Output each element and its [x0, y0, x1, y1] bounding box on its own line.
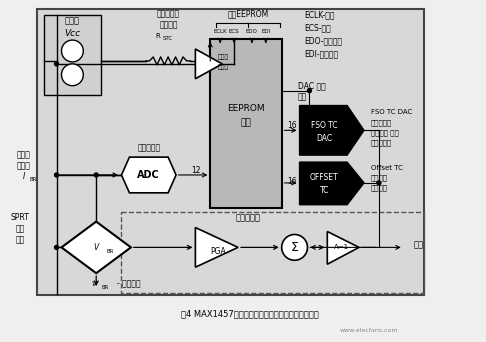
Circle shape — [282, 235, 308, 260]
Text: R: R — [156, 33, 160, 39]
Text: FSO TC DAC: FSO TC DAC — [371, 109, 412, 116]
Text: 控制电阻: 控制电阻 — [159, 21, 178, 30]
Circle shape — [54, 62, 58, 66]
Polygon shape — [62, 222, 131, 273]
Text: Vcc: Vcc — [64, 29, 81, 38]
Circle shape — [62, 64, 83, 86]
Text: 关电压: 关电压 — [218, 64, 229, 70]
Text: 电流源: 电流源 — [65, 17, 80, 26]
Polygon shape — [195, 227, 238, 267]
Circle shape — [308, 89, 312, 93]
Circle shape — [62, 40, 83, 62]
Text: ECS: ECS — [229, 29, 240, 34]
Text: SPRT: SPRT — [10, 213, 29, 222]
Text: ADC: ADC — [138, 170, 160, 180]
Text: EEPROM: EEPROM — [227, 104, 265, 113]
Text: EDI: EDI — [261, 29, 270, 34]
Polygon shape — [327, 232, 359, 264]
Text: 电压: 电压 — [297, 92, 307, 101]
Circle shape — [94, 173, 98, 177]
Polygon shape — [195, 49, 222, 79]
Text: 模数转换器: 模数转换器 — [137, 144, 160, 153]
Text: 接口: 接口 — [241, 118, 251, 127]
Text: - 桥路电压: - 桥路电压 — [117, 279, 140, 289]
Text: BR: BR — [30, 177, 37, 182]
Text: 外接EEPROM: 外接EEPROM — [227, 10, 269, 19]
Text: ECLK-时钟: ECLK-时钟 — [305, 11, 335, 20]
Text: EDI-数据输入: EDI-数据输入 — [305, 50, 339, 58]
Bar — [36, 9, 423, 295]
Text: 桥路激: 桥路激 — [17, 150, 31, 160]
Text: Offset TC: Offset TC — [371, 165, 403, 171]
Text: DAC: DAC — [316, 134, 332, 143]
Text: A=1: A=1 — [333, 245, 349, 250]
Polygon shape — [299, 162, 364, 205]
Text: 满偏输出的: 满偏输出的 — [371, 119, 392, 126]
Text: BR: BR — [106, 249, 114, 254]
Text: 温度漂移: 温度漂移 — [371, 185, 388, 191]
Text: 敏感: 敏感 — [15, 224, 24, 233]
Polygon shape — [122, 157, 176, 193]
Text: 灵敏度时间: 灵敏度时间 — [157, 10, 180, 19]
Text: FSO TC: FSO TC — [311, 121, 338, 130]
Text: 12: 12 — [191, 166, 201, 174]
Text: OFFSET: OFFSET — [310, 173, 339, 182]
Text: Σ: Σ — [291, 241, 298, 254]
Text: V: V — [91, 281, 96, 287]
Bar — [44, 15, 101, 95]
Text: 16: 16 — [287, 177, 296, 186]
Text: EDO-数据输出: EDO-数据输出 — [305, 37, 343, 45]
Text: V: V — [94, 243, 99, 252]
Text: PGA: PGA — [210, 247, 226, 256]
Text: 温度相关 误差: 温度相关 误差 — [371, 129, 399, 136]
Text: BR: BR — [101, 285, 108, 290]
Bar — [121, 212, 423, 293]
Text: 16: 16 — [287, 121, 296, 130]
Text: ECLK: ECLK — [213, 29, 227, 34]
Text: 补偿失调: 补偿失调 — [371, 175, 388, 181]
Text: EDO: EDO — [246, 29, 258, 34]
Bar — [210, 39, 282, 208]
Text: ECS-片选: ECS-片选 — [305, 24, 331, 33]
Circle shape — [54, 173, 58, 177]
Circle shape — [54, 246, 58, 249]
Text: 数模转换器: 数模转换器 — [371, 139, 392, 146]
Text: 程控放大器: 程控放大器 — [235, 213, 260, 222]
Text: I: I — [23, 172, 25, 182]
Circle shape — [377, 181, 381, 185]
Text: 图4 MAX1457内部电路补偿失调和满偏输出温度误差: 图4 MAX1457内部电路补偿失调和满偏输出温度误差 — [180, 309, 318, 318]
Text: www.elecfans.com: www.elecfans.com — [340, 328, 398, 333]
Text: 输出: 输出 — [414, 240, 424, 249]
Text: 励电流: 励电流 — [17, 161, 31, 171]
Text: TC: TC — [320, 186, 329, 195]
Text: STC: STC — [163, 36, 173, 41]
Text: DAC 基准: DAC 基准 — [297, 81, 325, 90]
Text: 温度相: 温度相 — [218, 54, 229, 60]
Polygon shape — [299, 106, 364, 155]
Text: 电桥: 电桥 — [15, 235, 24, 244]
